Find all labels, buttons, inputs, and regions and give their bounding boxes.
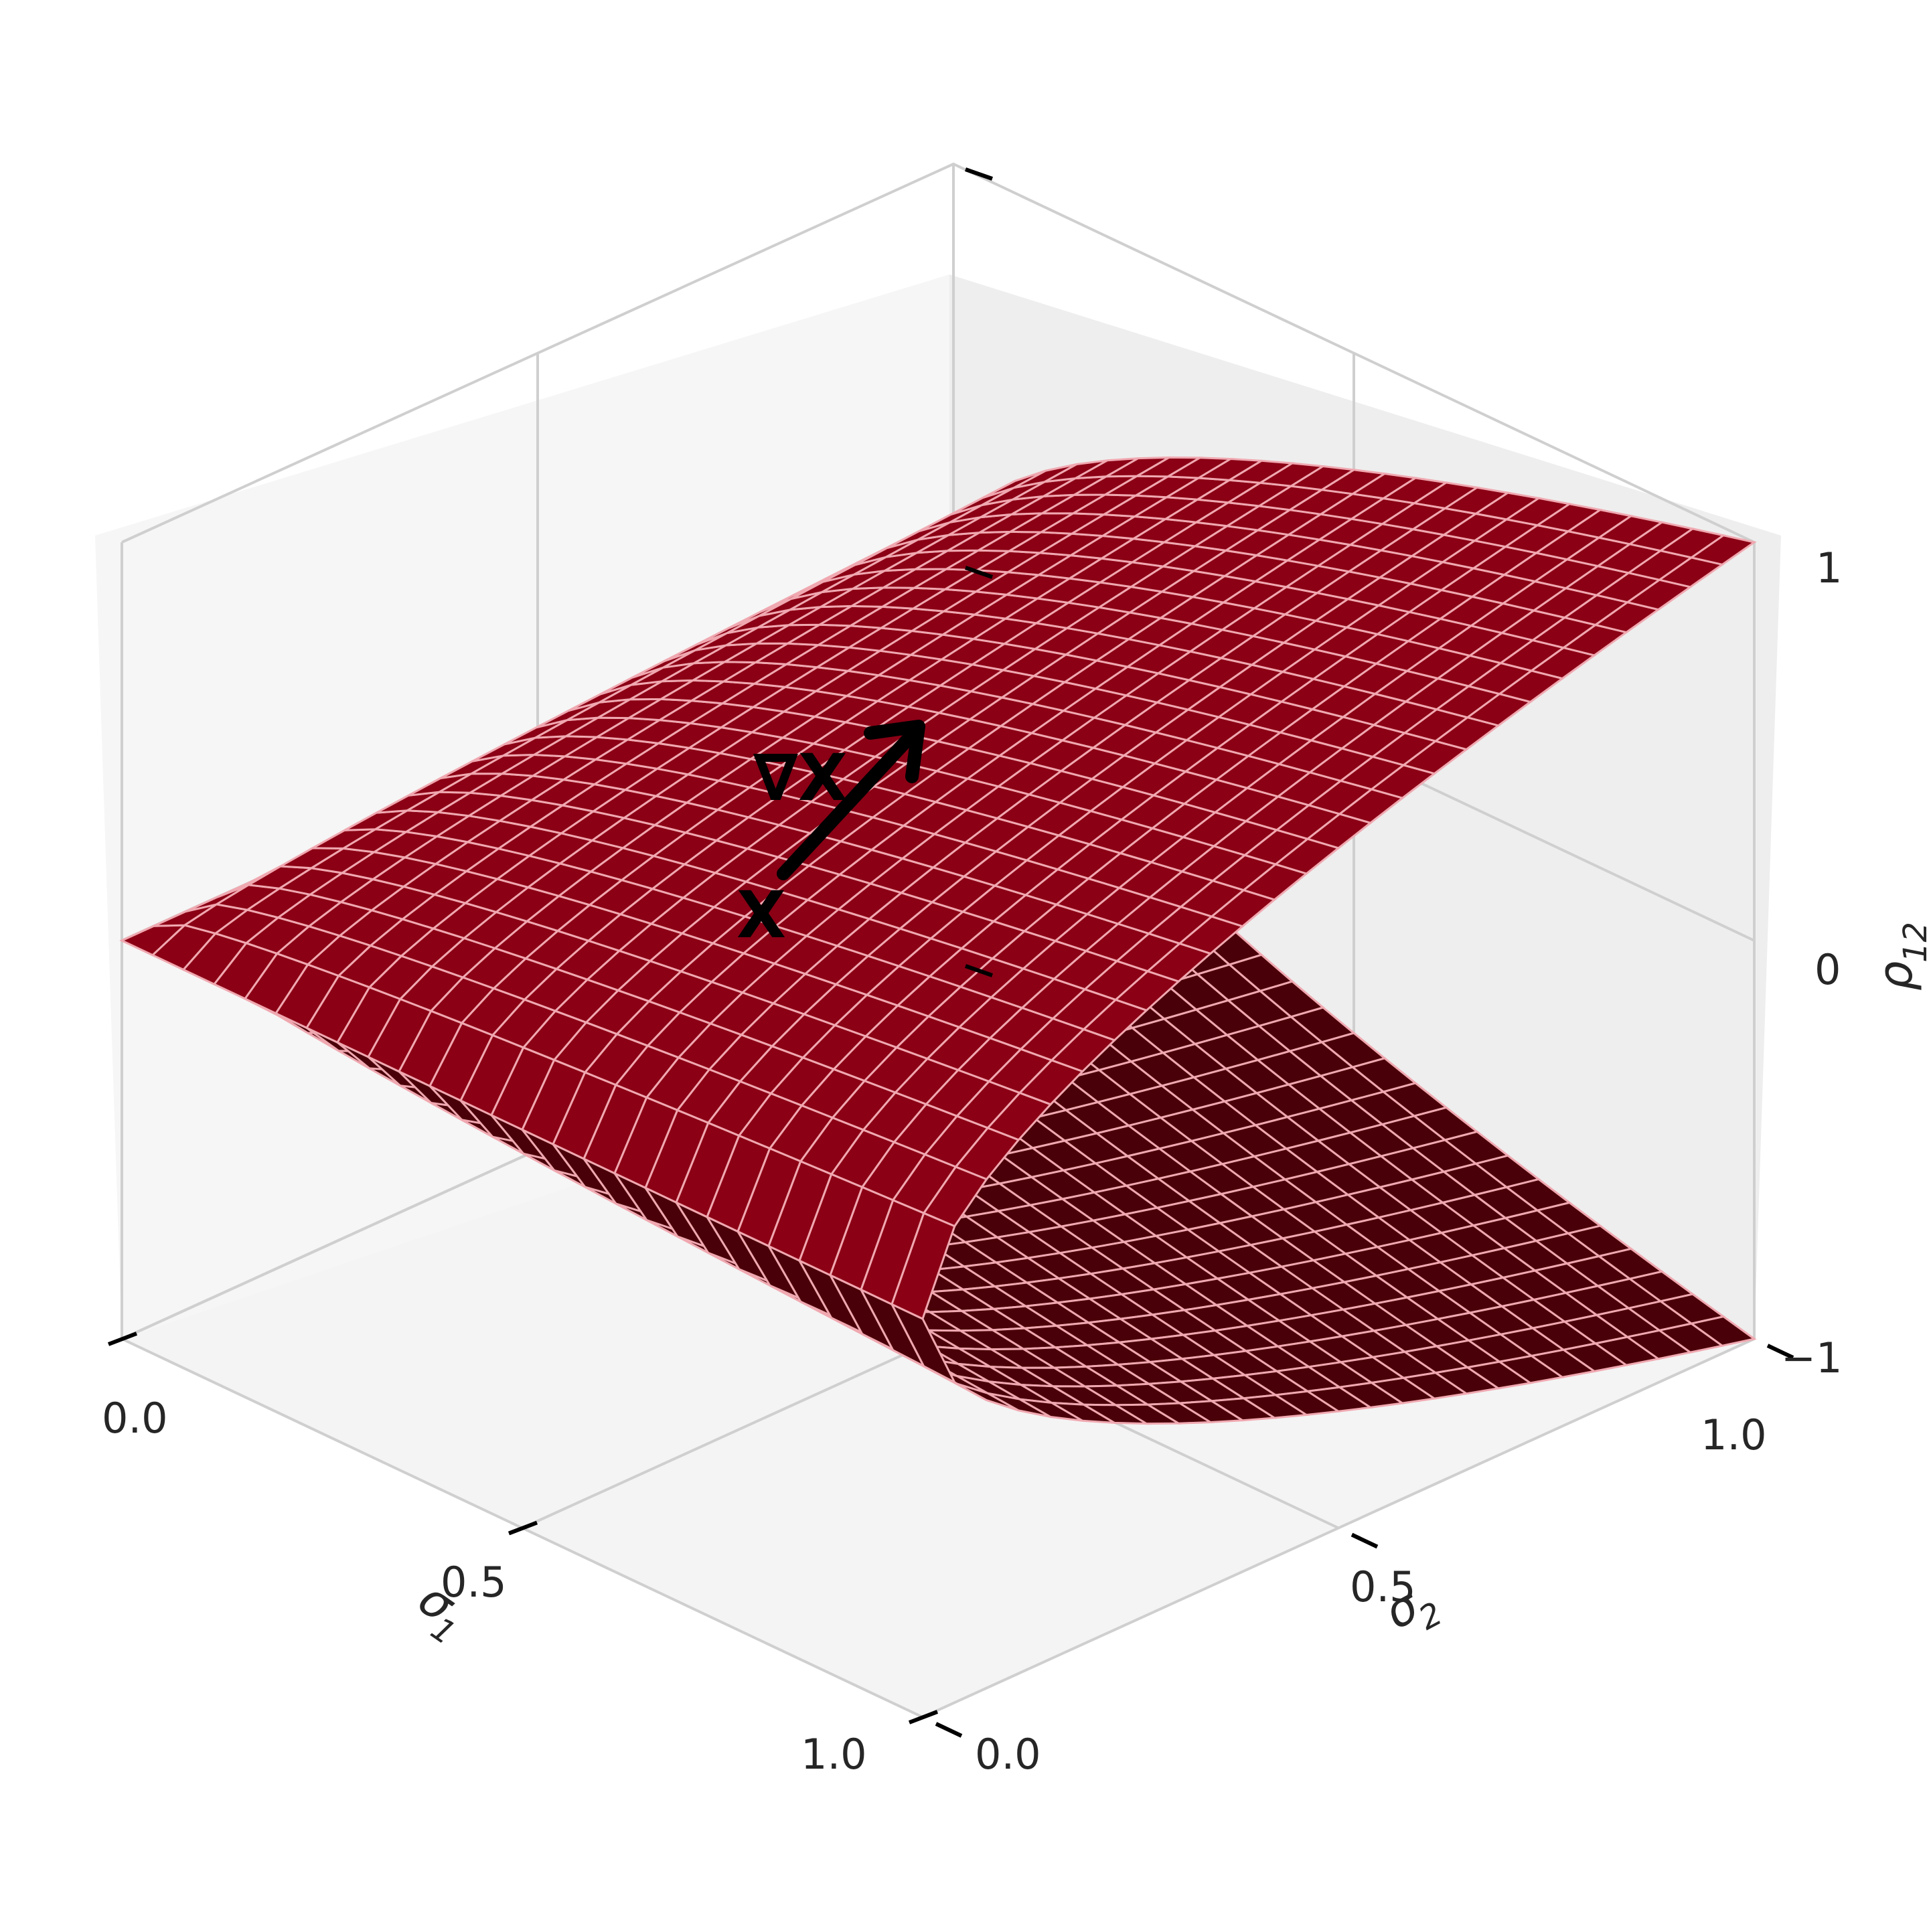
z-tick-label-0: −1 <box>1781 1334 1842 1382</box>
z-axis-title-main: ρ <box>1868 961 1923 991</box>
z-axis-title: ρ 12 <box>1868 922 1929 991</box>
point-label: X <box>737 878 786 953</box>
y-tick-1 <box>1352 1535 1377 1547</box>
y-tick-0 <box>936 1724 961 1736</box>
y-tick-label-0: 0.0 <box>975 1730 1041 1779</box>
y-tick-label-2: 1.0 <box>1701 1411 1767 1459</box>
z-tick-label-2: 1 <box>1816 544 1842 592</box>
gradient-label: ∇X <box>753 740 848 815</box>
x-tick-label-0: 0.0 <box>102 1394 168 1443</box>
x-tick-label-2: 1.0 <box>801 1730 867 1779</box>
z-axis-title-sub: 12 <box>1897 922 1929 963</box>
z-tick-label-1: 0 <box>1815 945 1841 994</box>
